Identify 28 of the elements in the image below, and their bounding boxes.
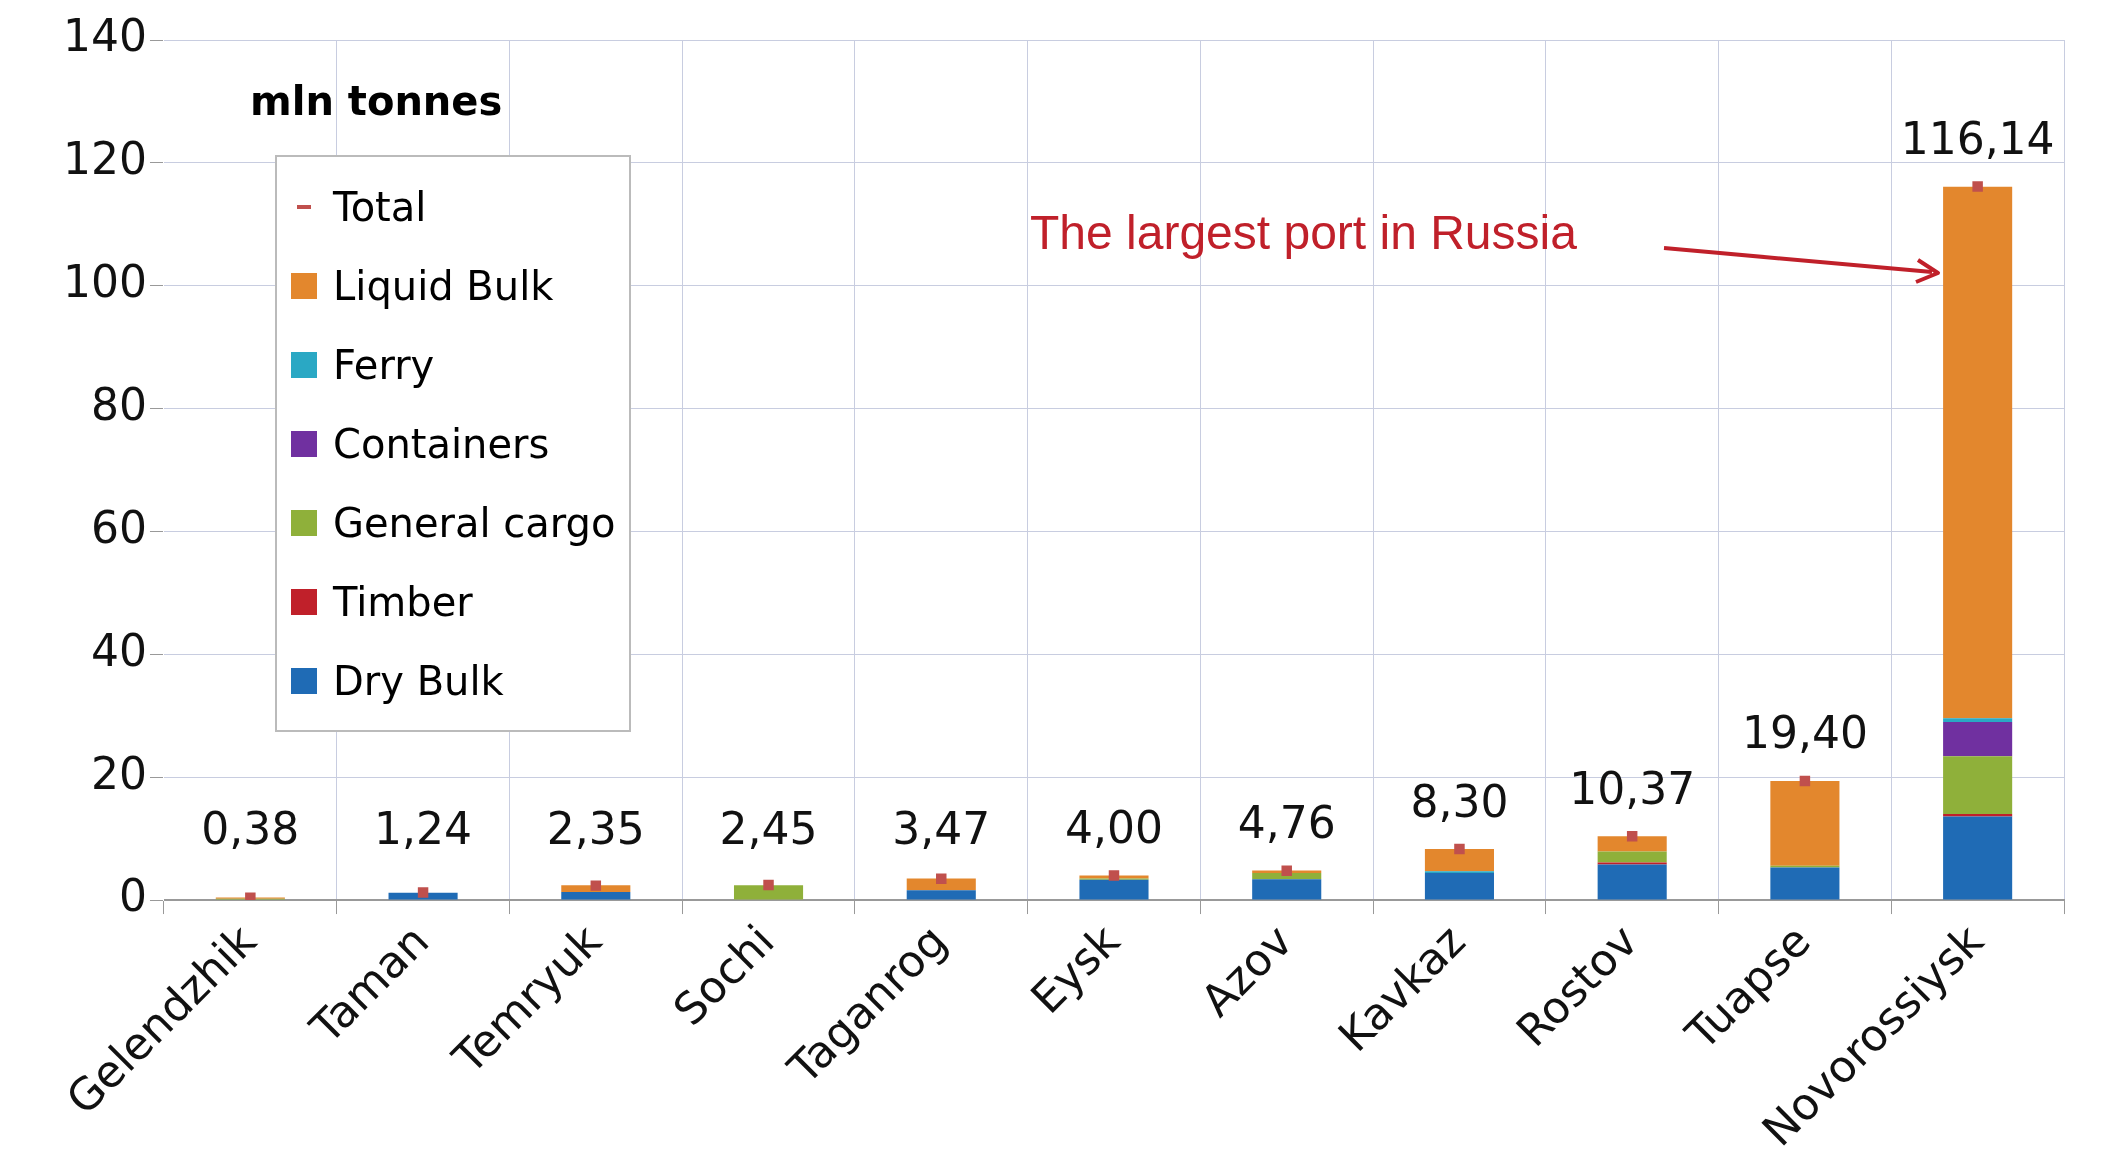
data-label: 1,24 xyxy=(374,803,473,855)
annotation: The largest port in Russia xyxy=(1030,205,1577,260)
data-label: 2,45 xyxy=(719,803,818,855)
y-axis-title: mln tonnes xyxy=(250,78,503,124)
legend-label: Dry Bulk xyxy=(332,656,505,706)
legend-label: Ferry xyxy=(332,340,436,390)
data-label: 116,14 xyxy=(1900,113,2055,165)
legend-label: Total xyxy=(332,182,428,232)
y-tick-label: 120 xyxy=(63,133,147,185)
data-label: 4,76 xyxy=(1237,797,1336,849)
data-label: 10,37 xyxy=(1569,762,1696,814)
data-label: 3,47 xyxy=(892,803,991,855)
y-tick-label: 40 xyxy=(90,624,147,676)
legend-label: Timber xyxy=(332,577,474,627)
data-label: 8,30 xyxy=(1410,775,1509,827)
legend-label: General cargo xyxy=(332,498,616,548)
legend-label: Containers xyxy=(332,419,551,469)
y-tick-label: 100 xyxy=(63,256,147,308)
y-tick-label: 140 xyxy=(63,10,147,62)
data-label: 0,38 xyxy=(201,803,300,855)
data-label: 4,00 xyxy=(1065,801,1163,853)
y-tick-label: 60 xyxy=(90,501,147,553)
y-tick-label: 0 xyxy=(118,870,147,922)
legend-label: Liquid Bulk xyxy=(332,261,555,311)
y-tick-label: 20 xyxy=(90,747,147,799)
data-label: 2,35 xyxy=(546,803,645,855)
data-label: 19,40 xyxy=(1741,707,1868,759)
y-tick-label: 80 xyxy=(90,379,147,431)
